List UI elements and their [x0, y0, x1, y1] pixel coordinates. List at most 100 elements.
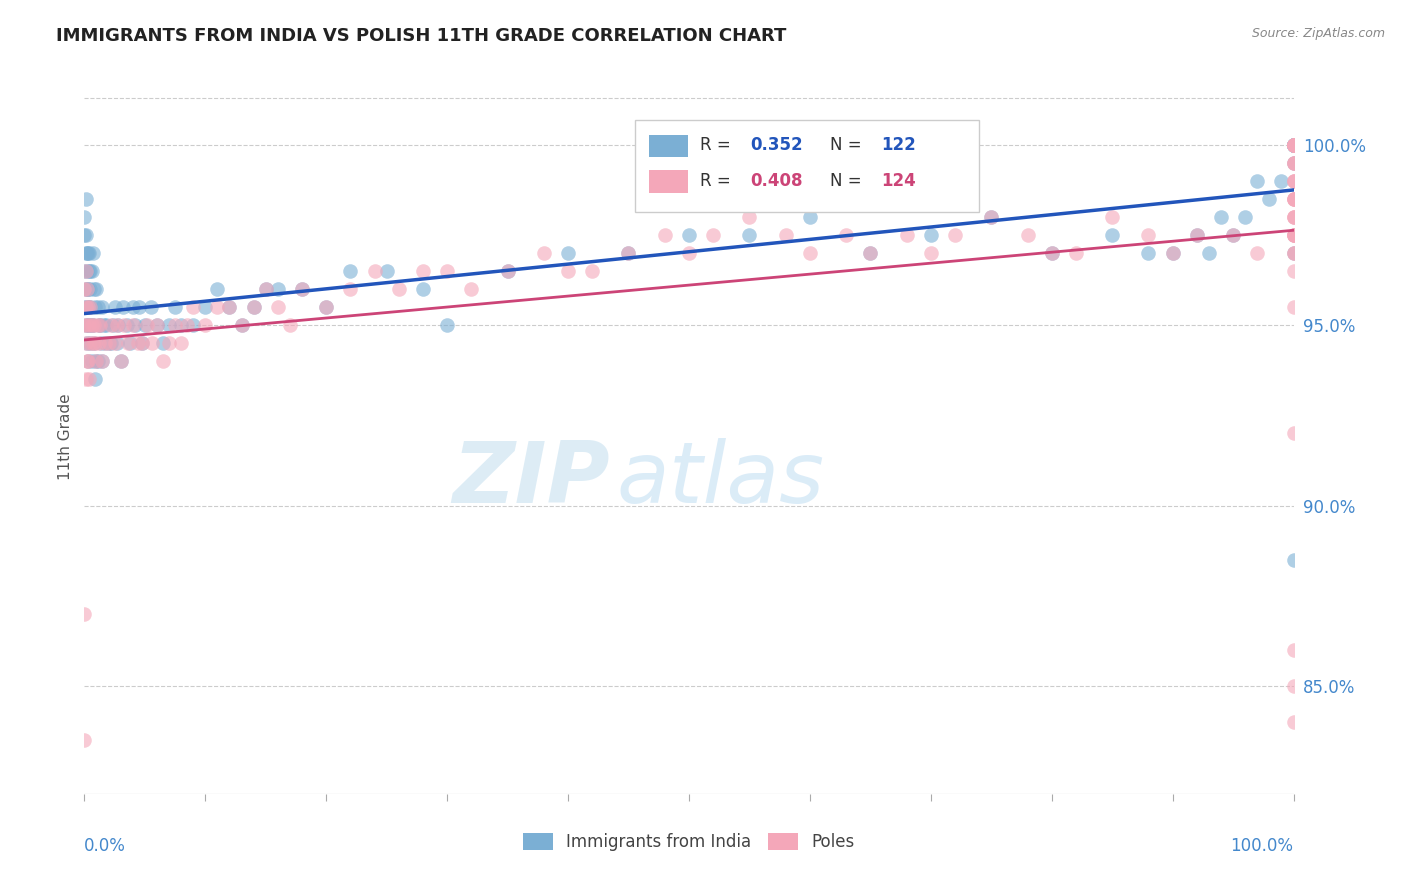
- Point: [1282, 246, 1305, 260]
- Text: N =: N =: [831, 136, 868, 154]
- Point: [139, 301, 162, 315]
- Legend: Immigrants from India, Poles: Immigrants from India, Poles: [516, 827, 862, 858]
- Point: [73, 228, 96, 243]
- Point: [89, 318, 111, 333]
- Point: [1222, 228, 1244, 243]
- Point: [80, 318, 103, 333]
- Point: [254, 282, 277, 296]
- Point: [1282, 301, 1305, 315]
- Point: [1282, 228, 1305, 243]
- Point: [194, 318, 217, 333]
- Point: [1282, 138, 1305, 153]
- Point: [1137, 228, 1160, 243]
- Text: Source: ZipAtlas.com: Source: ZipAtlas.com: [1251, 27, 1385, 40]
- Point: [207, 301, 229, 315]
- Point: [75, 336, 97, 351]
- Point: [1282, 138, 1305, 153]
- Point: [86, 354, 108, 368]
- Point: [1040, 246, 1063, 260]
- Point: [76, 282, 98, 296]
- Point: [896, 228, 918, 243]
- Point: [75, 228, 97, 243]
- Point: [617, 246, 640, 260]
- Point: [79, 336, 101, 351]
- Point: [1282, 426, 1305, 441]
- Point: [77, 318, 100, 333]
- Point: [278, 318, 301, 333]
- Text: R =: R =: [700, 172, 735, 190]
- Point: [157, 318, 180, 333]
- Point: [84, 301, 107, 315]
- Point: [412, 264, 434, 278]
- Point: [124, 318, 146, 333]
- Point: [1161, 246, 1184, 260]
- Point: [115, 318, 138, 333]
- Point: [91, 354, 114, 368]
- Point: [73, 318, 96, 333]
- Point: [90, 336, 112, 351]
- Point: [1282, 138, 1305, 153]
- Point: [1282, 714, 1305, 729]
- Text: 0.352: 0.352: [751, 136, 803, 154]
- Point: [799, 211, 821, 225]
- Point: [76, 282, 98, 296]
- Point: [1282, 138, 1305, 153]
- Point: [141, 336, 163, 351]
- Point: [1282, 174, 1305, 188]
- Point: [77, 282, 100, 296]
- Point: [1270, 174, 1292, 188]
- Point: [79, 282, 101, 296]
- Point: [1282, 642, 1305, 657]
- Point: [75, 264, 97, 278]
- Point: [1282, 156, 1305, 170]
- Point: [89, 318, 111, 333]
- Point: [496, 264, 519, 278]
- Point: [460, 282, 482, 296]
- Point: [131, 336, 153, 351]
- Text: ZIP: ZIP: [453, 438, 610, 522]
- Point: [1282, 138, 1305, 153]
- Point: [107, 318, 129, 333]
- Point: [1017, 228, 1039, 243]
- Point: [77, 246, 100, 260]
- Point: [980, 211, 1002, 225]
- Point: [1282, 228, 1305, 243]
- Point: [86, 301, 108, 315]
- Point: [218, 301, 240, 315]
- Point: [93, 318, 115, 333]
- Point: [77, 354, 100, 368]
- Point: [157, 336, 180, 351]
- Point: [76, 301, 98, 315]
- Point: [1137, 246, 1160, 260]
- Point: [136, 318, 159, 333]
- Point: [1234, 211, 1257, 225]
- Point: [1282, 192, 1305, 206]
- Point: [291, 282, 314, 296]
- Point: [1222, 228, 1244, 243]
- Point: [267, 282, 290, 296]
- Point: [1282, 138, 1305, 153]
- Point: [104, 301, 127, 315]
- Point: [82, 246, 104, 260]
- Point: [1282, 211, 1305, 225]
- Point: [76, 336, 98, 351]
- Point: [181, 318, 204, 333]
- Point: [105, 318, 128, 333]
- FancyBboxPatch shape: [634, 120, 979, 212]
- Point: [1282, 264, 1305, 278]
- Point: [110, 354, 132, 368]
- Point: [1282, 156, 1305, 170]
- Point: [112, 301, 135, 315]
- Point: [775, 228, 797, 243]
- Point: [1282, 156, 1305, 170]
- Point: [339, 264, 361, 278]
- Point: [94, 318, 117, 333]
- Point: [1282, 138, 1305, 153]
- Point: [1282, 679, 1305, 693]
- Point: [1282, 174, 1305, 188]
- Point: [1282, 138, 1305, 153]
- Point: [1246, 174, 1268, 188]
- Point: [73, 732, 96, 747]
- Point: [1282, 552, 1305, 566]
- Point: [678, 246, 700, 260]
